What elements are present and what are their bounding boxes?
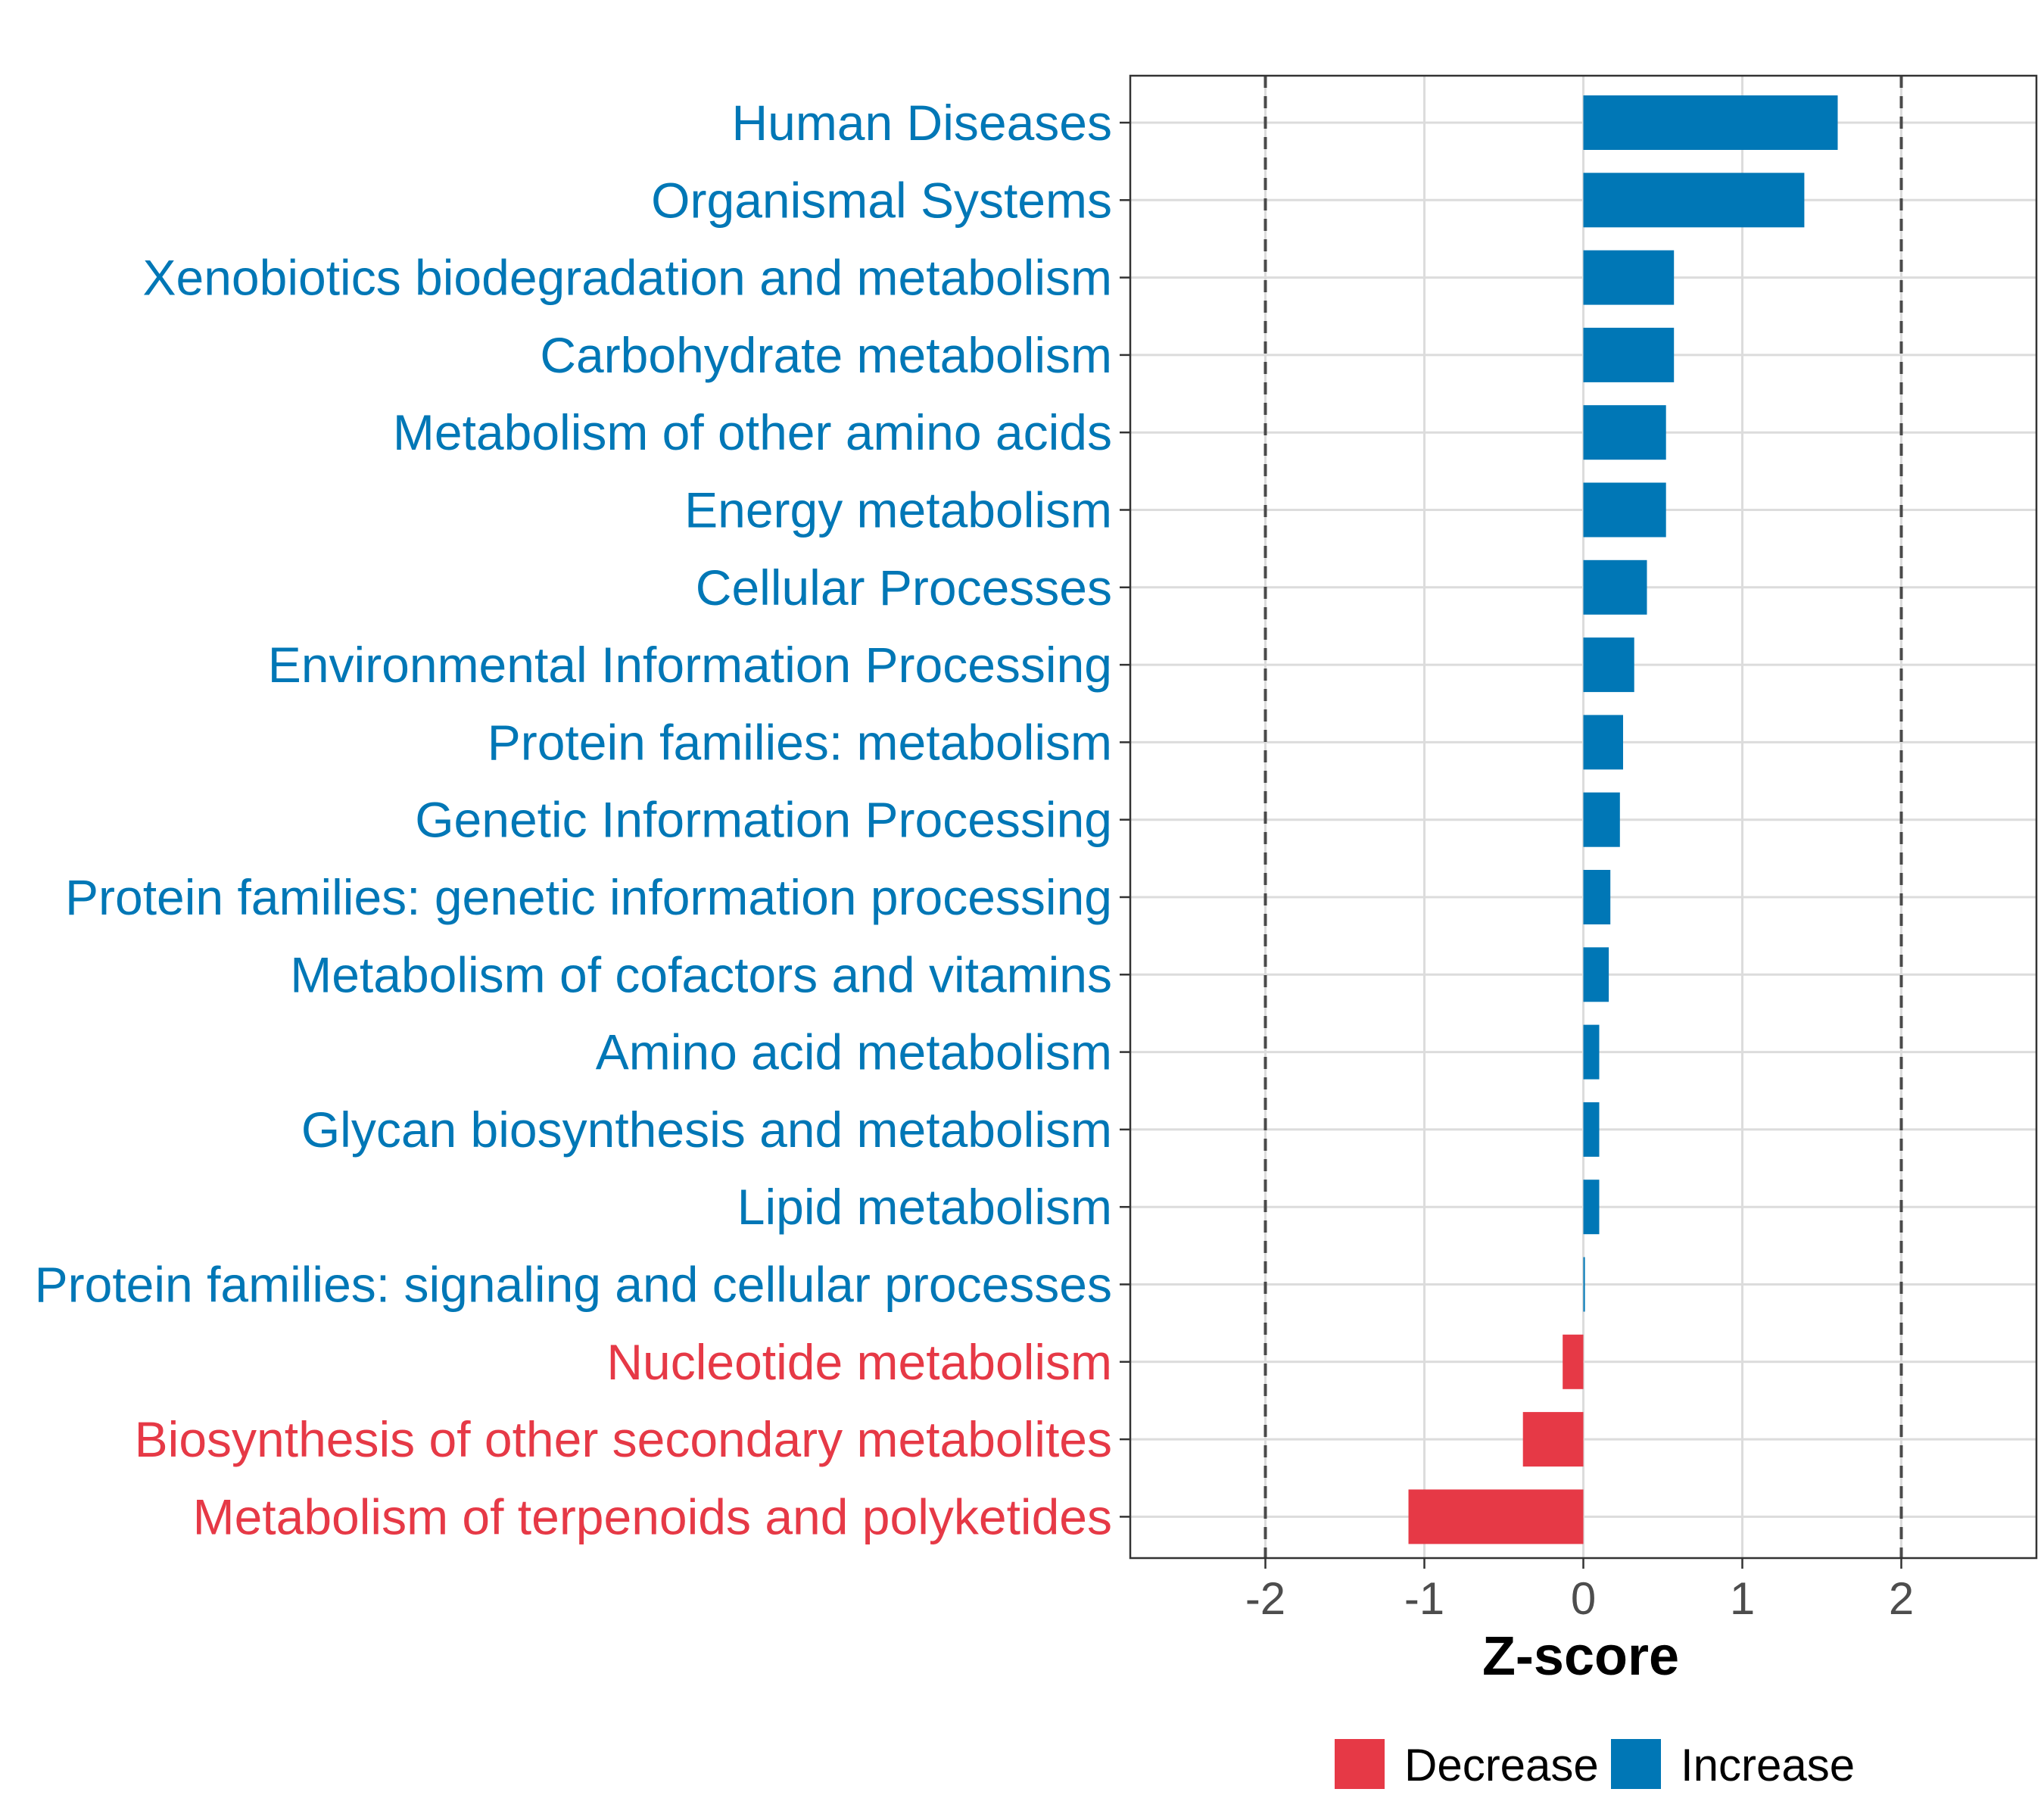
bar	[1583, 1257, 1585, 1312]
y-axis-labels: Human Diseases Organismal Systems Xenobiot…	[35, 95, 1112, 1544]
legend-swatch	[1335, 1739, 1385, 1789]
category-label: Protein families: metabolism	[488, 714, 1112, 770]
x-tick-label: 0	[1571, 1573, 1596, 1624]
bar	[1583, 792, 1620, 847]
category-label: Amino acid metabolism	[596, 1024, 1112, 1080]
category-label: Glycan biosynthesis and metabolism	[301, 1102, 1112, 1158]
bar	[1583, 559, 1647, 615]
x-tick-label: 2	[1889, 1573, 1914, 1624]
legend-label: Decrease	[1404, 1740, 1599, 1791]
bar-layer	[1408, 95, 1838, 1544]
x-axis-title: Z-score	[1482, 1626, 1679, 1687]
category-label: Carbohydrate metabolism	[540, 327, 1112, 383]
category-label: Genetic Information Processing	[415, 792, 1112, 848]
x-axis-ticks: -2 -1 0 1 2	[1245, 1558, 1914, 1624]
reference-lines	[1263, 76, 1903, 1558]
category-label: Energy metabolism	[684, 482, 1112, 538]
bar	[1583, 1180, 1600, 1235]
x-tick-label: -2	[1245, 1573, 1285, 1624]
legend-label: Increase	[1681, 1740, 1855, 1791]
bar	[1563, 1334, 1584, 1389]
category-label: Human Diseases	[731, 95, 1112, 151]
category-label: Metabolism of terpenoids and polyketides	[193, 1488, 1112, 1544]
bar	[1522, 1412, 1584, 1467]
bar	[1583, 405, 1666, 460]
bar	[1583, 250, 1675, 305]
category-label: Xenobiotics biodegradation and metabolis…	[143, 250, 1113, 306]
category-label: Protein families: signaling and cellular…	[35, 1257, 1112, 1313]
category-label: Nucleotide metabolism	[606, 1334, 1112, 1390]
bar	[1408, 1489, 1584, 1544]
x-tick-label: 1	[1730, 1573, 1755, 1624]
bar	[1583, 173, 1805, 228]
category-label: Metabolism of cofactors and vitamins	[290, 946, 1112, 1002]
category-label: Cellular Processes	[696, 559, 1112, 616]
category-label: Metabolism of other amino acids	[393, 404, 1112, 460]
bar	[1583, 870, 1611, 924]
bar	[1583, 327, 1675, 382]
legend: Decrease Increase	[1335, 1739, 1855, 1791]
bar	[1583, 95, 1838, 150]
bar	[1583, 1102, 1600, 1157]
category-label: Organismal Systems	[651, 172, 1112, 228]
category-label: Biosynthesis of other secondary metaboli…	[135, 1411, 1112, 1467]
category-label: Lipid metabolism	[737, 1179, 1112, 1235]
y-axis-ticks	[1120, 121, 1130, 1518]
x-tick-label: -1	[1404, 1573, 1444, 1624]
bar	[1583, 637, 1634, 693]
category-label: Protein families: genetic information pr…	[65, 869, 1112, 925]
bar	[1583, 482, 1666, 538]
bar	[1583, 947, 1609, 1002]
legend-swatch	[1611, 1739, 1661, 1789]
bar	[1583, 715, 1623, 770]
bar	[1583, 1024, 1600, 1080]
category-label: Environmental Information Processing	[268, 637, 1112, 693]
